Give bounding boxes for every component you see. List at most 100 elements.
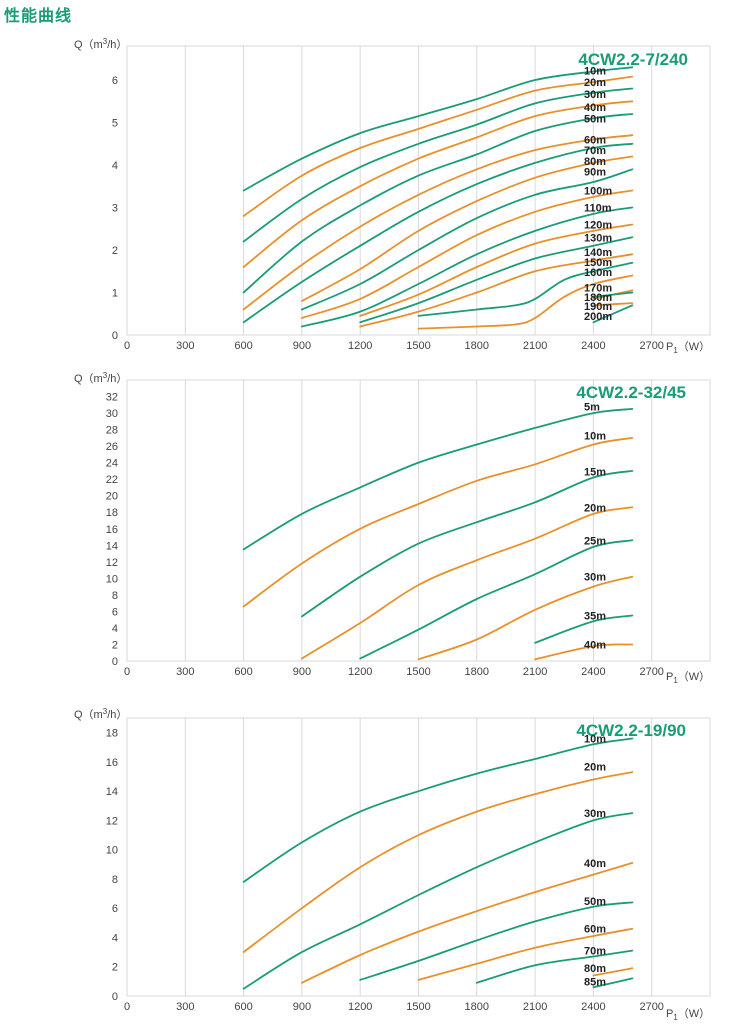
x-tick-label: 2100 (523, 340, 547, 352)
curve-30m (242, 87, 634, 243)
curve-90m (301, 168, 634, 311)
y-tick-label: 16 (106, 757, 118, 769)
x-axis-label: P1（W） (666, 1007, 710, 1022)
head-label-30m: 30m (584, 808, 606, 820)
x-tick-label: 300 (176, 666, 194, 678)
head-label-40m: 40m (584, 639, 606, 651)
x-tick-label: 2700 (639, 666, 663, 678)
curve-70m (475, 949, 634, 984)
curve-50m (359, 901, 634, 981)
y-tick-label: 4 (112, 932, 118, 944)
y-tick-label: 4 (112, 160, 118, 172)
head-label-85m: 85m (584, 976, 606, 988)
y-tick-label: 5 (112, 118, 118, 130)
head-label-140m: 140m (584, 247, 612, 259)
x-tick-label: 900 (293, 1001, 311, 1013)
head-label-90m: 90m (584, 166, 606, 178)
performance-chart-3: 0 300 600 900 1200 1500 1800 2100 2400 2700 0 2 4 6 8 1… (74, 707, 711, 1022)
x-tick-label: 1500 (406, 666, 430, 678)
curve-40m (242, 100, 634, 268)
head-label-60m: 60m (584, 135, 606, 147)
curve-35m (534, 614, 634, 644)
y-tick-label: 12 (106, 557, 118, 569)
x-tick-label: 1800 (465, 1001, 489, 1013)
y-axis-label: Q（m3/h） (74, 707, 127, 721)
x-tick-label: 600 (234, 340, 252, 352)
head-label-10m: 10m (584, 66, 606, 78)
x-tick-label: 2400 (581, 340, 605, 352)
y-tick-label: 16 (106, 524, 118, 536)
y-tick-label: 2 (112, 962, 118, 974)
curve-140m (359, 253, 634, 328)
x-tick-label: 1500 (406, 1001, 430, 1013)
x-tick-label: 2100 (523, 1001, 547, 1013)
x-tick-label: 2700 (639, 1001, 663, 1013)
head-label-70m: 70m (584, 145, 606, 157)
y-tick-label: 0 (112, 330, 118, 342)
y-tick-label: 1 (112, 288, 118, 300)
curve-20m (242, 75, 634, 217)
curve-15m (301, 470, 634, 618)
curve-40m (301, 862, 634, 984)
y-tick-label: 0 (112, 656, 118, 668)
curve-20m (242, 771, 634, 953)
curve-25m (359, 539, 634, 660)
curve-20m (301, 506, 634, 660)
y-tick-label: 6 (112, 75, 118, 87)
y-tick-label: 10 (106, 845, 118, 857)
head-label-30m: 30m (584, 89, 606, 101)
x-tick-label: 900 (293, 340, 311, 352)
y-tick-label: 4 (112, 623, 118, 635)
curve-30m (242, 812, 634, 990)
curve-60m (242, 134, 634, 311)
y-tick-label: 20 (106, 491, 118, 503)
x-tick-label: 1800 (465, 340, 489, 352)
x-axis-label: P1（W） (666, 670, 710, 685)
curve-100m (301, 189, 634, 319)
y-tick-label: 32 (106, 392, 118, 404)
curve-150m (417, 261, 634, 317)
head-label-50m: 50m (584, 896, 606, 908)
curve-200m (592, 304, 634, 324)
y-tick-label: 28 (106, 425, 118, 437)
curve-30m (417, 575, 634, 661)
head-label-50m: 50m (584, 113, 606, 125)
curve-50m (242, 113, 634, 294)
head-label-160m: 160m (584, 267, 612, 279)
y-axis-label: Q（m3/h） (74, 371, 127, 385)
x-tick-label: 0 (124, 1001, 130, 1013)
model-title: 4CW2.2-32/45 (576, 383, 686, 402)
curve-10m (242, 66, 634, 192)
curve-180m (592, 291, 634, 298)
head-label-30m: 30m (584, 572, 606, 584)
curve-160m (417, 274, 634, 330)
head-label-180m: 180m (584, 292, 612, 304)
curve-190m (592, 302, 634, 307)
x-tick-label: 900 (293, 666, 311, 678)
x-tick-label: 300 (176, 340, 194, 352)
y-tick-label: 24 (106, 458, 118, 470)
y-tick-label: 2 (112, 639, 118, 651)
y-tick-label: 14 (106, 786, 118, 798)
x-tick-label: 2400 (581, 666, 605, 678)
x-tick-label: 2700 (639, 340, 663, 352)
head-label-15m: 15m (584, 467, 606, 479)
head-label-80m: 80m (584, 156, 606, 168)
y-tick-label: 8 (112, 590, 118, 602)
head-label-110m: 110m (584, 203, 612, 215)
x-tick-label: 2100 (523, 666, 547, 678)
curve-85m (592, 977, 634, 989)
x-tick-label: 1200 (348, 1001, 372, 1013)
performance-chart-1: 0 300 600 900 1200 1500 1800 2100 2400 2700 0 1 2 3 4 5… (74, 37, 711, 355)
head-label-20m: 20m (584, 761, 606, 773)
y-tick-label: 8 (112, 874, 118, 886)
head-label-80m: 80m (584, 963, 606, 975)
model-title: 4CW2.2-19/90 (576, 721, 686, 740)
x-tick-label: 1800 (465, 666, 489, 678)
y-tick-label: 18 (106, 728, 118, 740)
head-label-130m: 130m (584, 232, 612, 244)
model-title: 4CW2.2-7/240 (578, 50, 688, 69)
y-tick-label: 2 (112, 245, 118, 257)
y-tick-label: 14 (106, 540, 118, 552)
curve-70m (242, 142, 634, 324)
